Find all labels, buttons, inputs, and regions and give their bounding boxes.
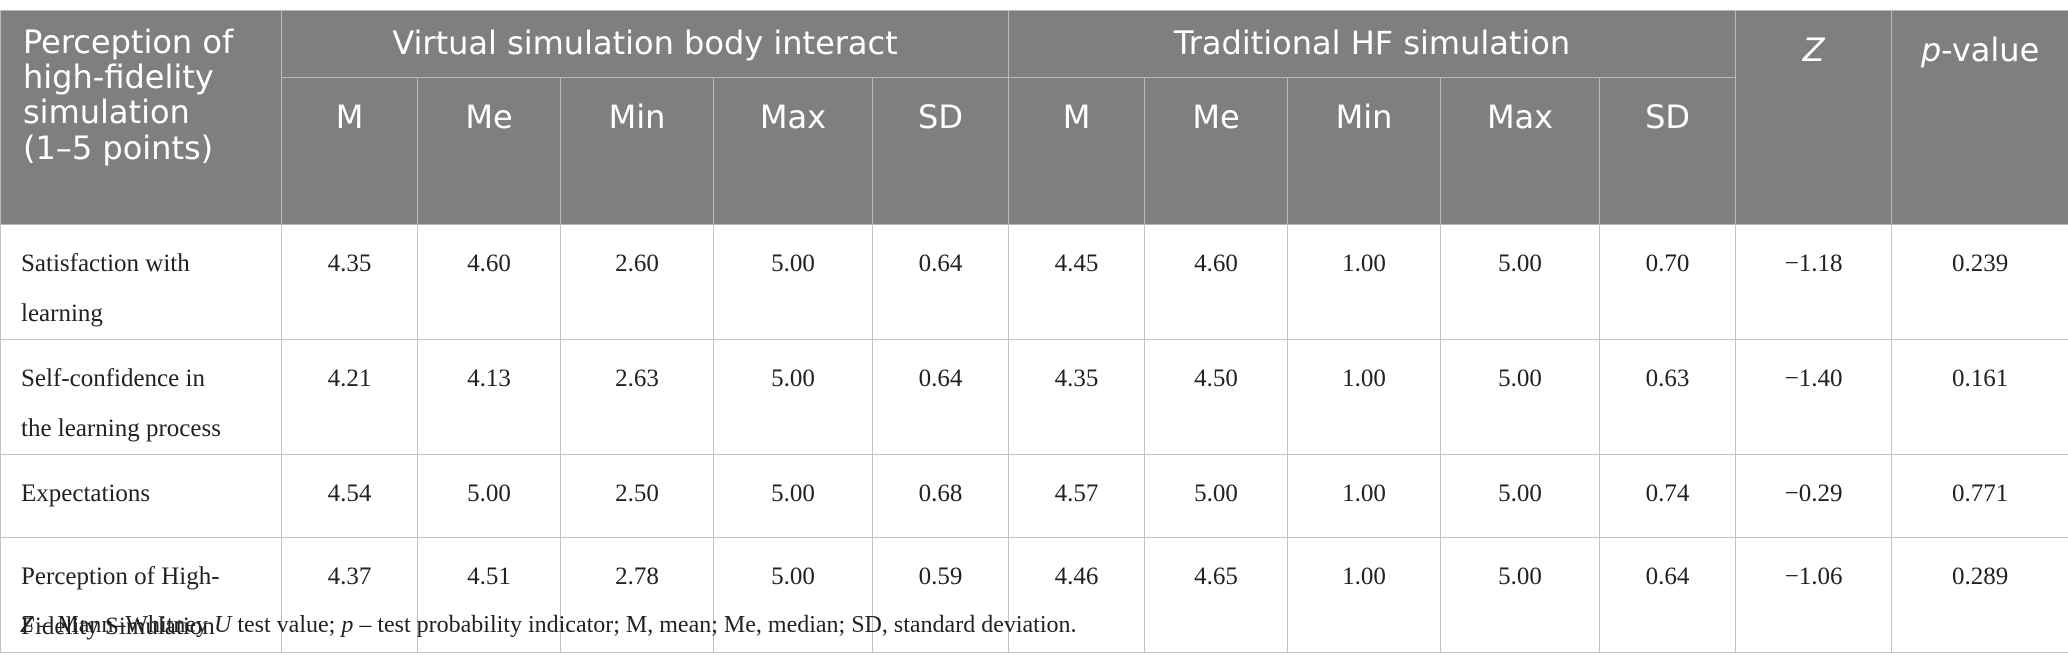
cell-traditional-sd: 0.70: [1599, 224, 1737, 340]
header-row-subcolumns: M Me Min Max SD M Me Min Max SD: [1, 77, 2068, 225]
cell-virtual-me: 5.00: [417, 454, 561, 538]
subheader-traditional-min: Min: [1287, 77, 1442, 225]
cell-traditional-min: 1.00: [1287, 454, 1442, 538]
subheader-traditional-sd: SD: [1599, 77, 1737, 225]
cell-virtual-max: 5.00: [713, 454, 873, 538]
table-row: Perception of High- Fidelity Simulation …: [0, 537, 2068, 653]
cell-virtual-sd: 0.64: [871, 339, 1010, 455]
subheader-virtual-m: M: [281, 77, 418, 225]
cell-traditional-sd: 0.74: [1599, 454, 1737, 538]
z-header-label: Z: [1802, 31, 1825, 69]
subheader-traditional-m: M: [1008, 77, 1146, 225]
p-header-italic: p: [1920, 31, 1942, 69]
cell-virtual-sd: 0.68: [871, 454, 1010, 538]
stub-header-line: Perception of: [23, 23, 234, 61]
footnote-text-1: – Mann–Whitney: [33, 612, 214, 638]
cell-virtual-me: 4.51: [417, 537, 561, 653]
cell-p-value: 0.289: [1891, 537, 2068, 653]
cell-traditional-me: 4.50: [1144, 339, 1289, 455]
cell-traditional-max: 5.00: [1440, 224, 1601, 340]
table-row: Self-confidence in the learning process …: [0, 339, 2068, 455]
footnote-u: U: [214, 612, 232, 638]
table-row: Satisfaction with learning 4.35 4.60 2.6…: [0, 224, 2068, 340]
cell-virtual-min: 2.78: [560, 537, 714, 653]
cell-z: −0.29: [1735, 454, 1893, 538]
cell-virtual-me: 4.60: [417, 224, 561, 340]
cell-virtual-max: 5.00: [713, 339, 873, 455]
table-row: Expectations 4.54 5.00 2.50 5.00 0.68 4.…: [0, 454, 2068, 538]
cell-traditional-sd: 0.64: [1599, 537, 1737, 653]
cell-z: −1.40: [1735, 339, 1893, 455]
row-label-line: learning: [21, 300, 103, 327]
footnote-z: Z: [20, 612, 34, 638]
table-footnote: Z – Mann–Whitney U test value; p – test …: [20, 612, 1077, 639]
cell-z: −1.06: [1735, 537, 1893, 653]
subheader-virtual-max: Max: [713, 77, 873, 225]
cell-virtual-m: 4.54: [281, 454, 418, 538]
row-label: Perception of High- Fidelity Simulation: [0, 537, 282, 653]
table-container: Perception of high-fidelity simulation (…: [0, 10, 2068, 653]
cell-virtual-min: 2.60: [560, 224, 714, 340]
cell-traditional-min: 1.00: [1287, 224, 1442, 340]
row-label-line: Self-confidence in: [21, 365, 205, 392]
cell-traditional-sd: 0.63: [1599, 339, 1737, 455]
subheader-traditional-max: Max: [1440, 77, 1601, 225]
row-label: Satisfaction with learning: [0, 224, 282, 340]
footnote-p: p: [341, 612, 354, 638]
stub-header-line: (1–5 points): [23, 128, 214, 167]
row-label: Expectations: [0, 454, 282, 538]
cell-traditional-m: 4.57: [1008, 454, 1146, 538]
cell-traditional-min: 1.00: [1287, 339, 1442, 455]
row-label-line: the learning process: [21, 415, 221, 442]
subheader-virtual-me: Me: [417, 77, 561, 225]
results-table: Perception of high-fidelity simulation (…: [0, 10, 2068, 653]
cell-virtual-m: 4.21: [281, 339, 418, 455]
row-label: Self-confidence in the learning process: [0, 339, 282, 455]
cell-traditional-m: 4.46: [1008, 537, 1146, 653]
cell-traditional-m: 4.45: [1008, 224, 1146, 340]
group-header-traditional: Traditional HF simulation: [1008, 10, 1737, 78]
row-label-line: Satisfaction with: [21, 250, 190, 277]
cell-virtual-max: 5.00: [713, 224, 873, 340]
cell-p-value: 0.239: [1891, 224, 2068, 340]
cell-traditional-me: 4.65: [1144, 537, 1289, 653]
cell-p-value: 0.771: [1891, 454, 2068, 538]
subheader-virtual-sd: SD: [871, 77, 1010, 225]
stub-header-line: high-fidelity: [23, 58, 214, 97]
footnote-text-3: – test probability indicator; M, mean; M…: [353, 612, 1077, 638]
cell-virtual-sd: 0.59: [871, 537, 1010, 653]
subheader-traditional-me: Me: [1144, 77, 1289, 225]
footnote-text-2: test value;: [231, 612, 342, 638]
cell-traditional-me: 4.60: [1144, 224, 1289, 340]
cell-virtual-m: 4.37: [281, 537, 418, 653]
cell-traditional-min: 1.00: [1287, 537, 1442, 653]
header-row-groups: Perception of high-fidelity simulation (…: [0, 10, 2068, 225]
cell-virtual-min: 2.50: [560, 454, 714, 538]
cell-virtual-me: 4.13: [417, 339, 561, 455]
cell-virtual-max: 5.00: [713, 537, 873, 653]
cell-traditional-max: 5.00: [1440, 454, 1601, 538]
p-header-rest: -value: [1941, 31, 2040, 69]
cell-traditional-max: 5.00: [1440, 339, 1601, 455]
row-label-line: Fidelity Simulation: [21, 613, 215, 640]
cell-z: −1.18: [1735, 224, 1893, 340]
row-label-line: Expectations: [21, 480, 151, 507]
stub-header: Perception of high-fidelity simulation (…: [0, 10, 282, 225]
stub-header-line: simulation: [23, 93, 190, 132]
cell-virtual-min: 2.63: [560, 339, 714, 455]
cell-p-value: 0.161: [1891, 339, 2068, 455]
cell-traditional-max: 5.00: [1440, 537, 1601, 653]
cell-virtual-m: 4.35: [281, 224, 418, 340]
cell-traditional-m: 4.35: [1008, 339, 1146, 455]
z-header: Z: [1735, 10, 1893, 225]
cell-virtual-sd: 0.64: [871, 224, 1010, 340]
p-value-header: p-value: [1891, 10, 2068, 225]
cell-traditional-me: 5.00: [1144, 454, 1289, 538]
row-label-line: Perception of High-: [21, 563, 220, 590]
subheader-virtual-min: Min: [560, 77, 714, 225]
group-header-virtual: Virtual simulation body interact: [280, 10, 1010, 78]
